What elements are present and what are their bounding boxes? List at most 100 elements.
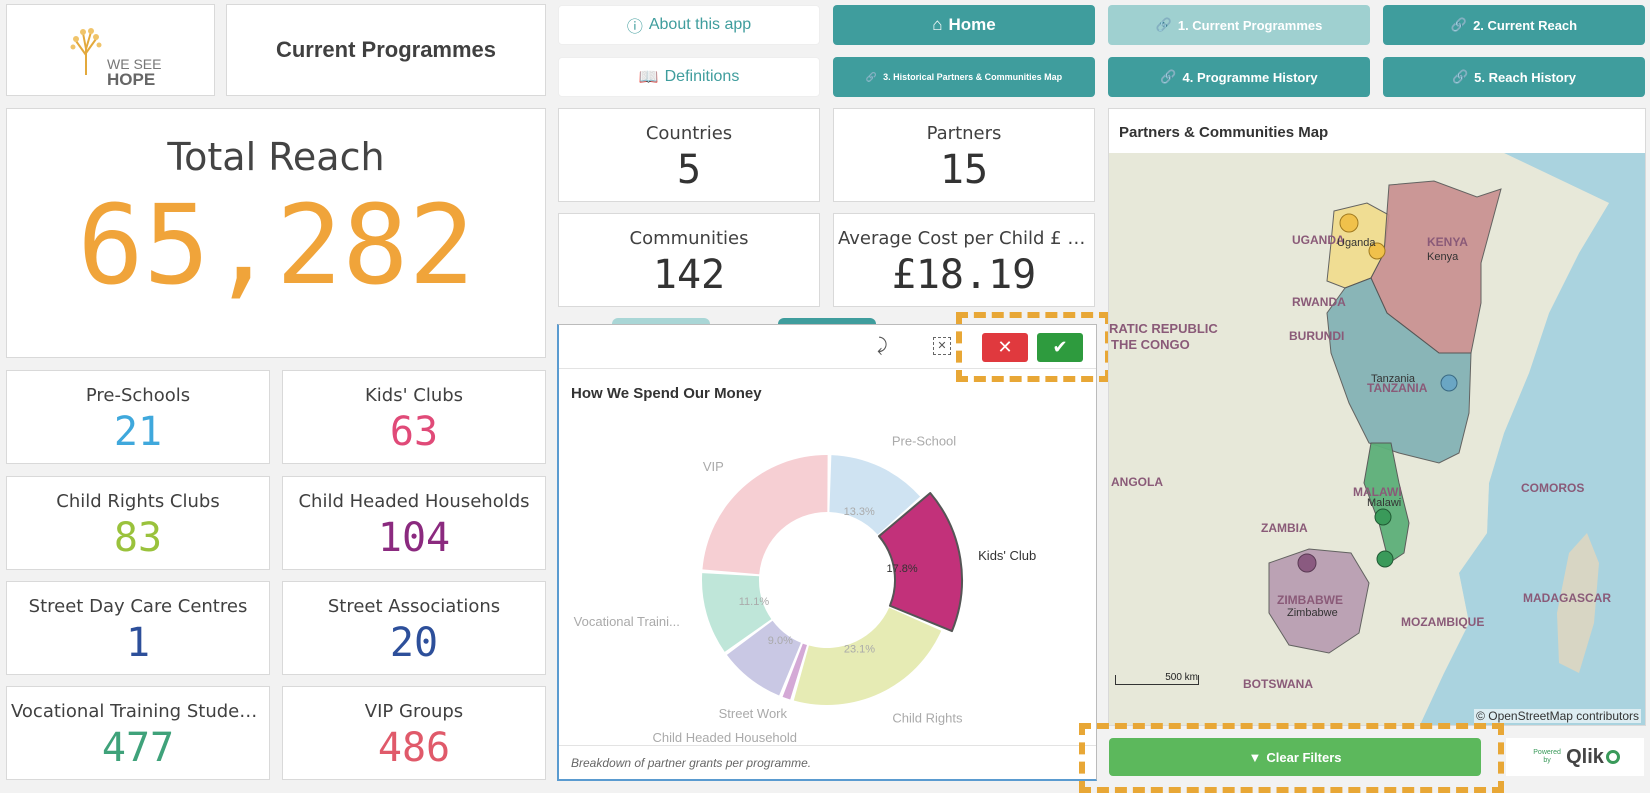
uganda-label: Uganda [1337, 237, 1376, 249]
tanzania-label: Tanzania [1371, 373, 1416, 385]
child-rights-clubs-kpi[interactable]: Child Rights Clubs 83 [6, 476, 270, 570]
uganda-upper-label: UGANDA [1292, 233, 1345, 247]
chart-panel[interactable]: ⤸ ✕ How We Spend Our Money 13.3% Pre-Scho… [557, 324, 1097, 781]
zimbabwe-upper-label: ZIMBABWE [1277, 593, 1343, 607]
pie-slice-child-headed-household[interactable] [782, 643, 807, 700]
clear-selection-icon[interactable]: ✕ [933, 337, 951, 355]
drc-label-line1: RATIC REPUBLIC [1109, 321, 1218, 336]
vocational-training-value: 477 [101, 725, 175, 771]
qlik-q-icon [1605, 750, 1620, 764]
vip-groups-label: VIP Groups [364, 701, 464, 722]
child-rights-clubs-value: 83 [113, 515, 163, 561]
zimbabwe-marker[interactable] [1297, 553, 1317, 573]
total-reach-card[interactable]: Total Reach 65,282 [6, 108, 546, 358]
comoros-label: COMOROS [1521, 481, 1585, 495]
pie-chart[interactable]: 13.3% Pre-School 17.8% Kids' Club 23.1% Child… [559, 405, 1095, 765]
map-card[interactable]: Partners & Communities Map UGANDA Uganda… [1108, 108, 1646, 726]
programme-history-button[interactable]: 🔗 4. Programme History [1108, 57, 1370, 97]
angola-label: ANGOLA [1111, 475, 1163, 489]
pie-pct-label: 23.1% [844, 644, 875, 656]
map-attribution-text[interactable]: © OpenStreetMap contributors [1476, 709, 1639, 723]
tanzania-upper-label: TANZANIA [1367, 381, 1428, 395]
tree-logo-icon [70, 28, 102, 75]
tanzania-shape [1326, 277, 1472, 464]
communities-kpi[interactable]: Communities 142 [558, 213, 820, 307]
current-programmes-label: 1. Current Programmes [1177, 17, 1323, 33]
child-headed-households-value: 104 [377, 515, 451, 561]
chart-title: How We Spend Our Money [571, 385, 762, 402]
pie-slice-street-work[interactable] [726, 620, 801, 696]
logo-text-line1: WE SEE [107, 56, 162, 72]
street-day-care-kpi[interactable]: Street Day Care Centres 1 [6, 581, 270, 675]
book-icon: 📖 [638, 69, 659, 86]
uganda-marker[interactable] [1339, 213, 1359, 233]
kids-clubs-label: Kids' Clubs [364, 385, 464, 406]
map-canvas[interactable]: UGANDA Uganda KENYA Kenya RWANDA BURUNDI… [1109, 153, 1645, 725]
page-title: Current Programmes [275, 37, 497, 62]
tanzania-marker[interactable] [1440, 374, 1458, 392]
zambia-label: ZAMBIA [1261, 521, 1308, 535]
malawi-label: Malawi [1367, 497, 1402, 509]
kids-clubs-kpi[interactable]: Kids' Clubs 63 [282, 370, 546, 464]
average-cost-label: Average Cost per Child £ (Kids... [838, 228, 1094, 249]
partners-kpi[interactable]: Partners 15 [833, 108, 1095, 202]
pre-schools-kpi[interactable]: Pre-Schools 21 [6, 370, 270, 464]
powered-by-qlik[interactable]: Powered by Qlik [1506, 738, 1644, 776]
street-associations-kpi[interactable]: Street Associations 20 [282, 581, 546, 675]
malawi-marker-2[interactable] [1376, 550, 1394, 568]
about-app-button[interactable]: ⓘ About this app [558, 5, 820, 45]
countries-label: Countries [645, 123, 733, 144]
total-reach-label: Total Reach [167, 135, 385, 179]
reach-history-button[interactable]: 🔗 5. Reach History [1383, 57, 1645, 97]
pie-name-label: Kids' Club [978, 548, 1036, 563]
filter-clear-icon: ▼ [1248, 749, 1262, 765]
child-headed-households-label: Child Headed Households [298, 491, 530, 512]
vocational-training-kpi[interactable]: Vocational Training Students 477 [6, 686, 270, 780]
current-reach-button[interactable]: 🔗 2. Current Reach [1383, 5, 1645, 45]
child-rights-clubs-label: Child Rights Clubs [56, 491, 220, 512]
kenya-upper-label: KENYA [1427, 235, 1468, 249]
pie-slice-vip[interactable] [702, 455, 828, 575]
kenya-label: Kenya [1427, 251, 1459, 263]
definitions-button[interactable]: 📖 Definitions [558, 57, 820, 97]
logo-card: WE SEE HOPE [6, 4, 215, 96]
average-cost-kpi[interactable]: Average Cost per Child £ (Kids... £18.19 [833, 213, 1095, 307]
link-icon: 🔗 [1155, 17, 1172, 32]
malawi-marker[interactable] [1374, 508, 1392, 526]
pie-pct-label: 17.8% [886, 563, 917, 575]
home-button[interactable]: ⌂ Home [833, 5, 1095, 45]
close-icon: ✕ [997, 337, 1013, 357]
lasso-icon[interactable]: ⤸ [877, 335, 888, 355]
pie-slice-vocational-traini-[interactable] [702, 573, 772, 652]
map-attribution[interactable]: © OpenStreetMap contributors [1474, 709, 1641, 723]
countries-kpi[interactable]: Countries 5 [558, 108, 820, 202]
kids-clubs-value: 63 [389, 409, 439, 455]
pie-name-label: Child Headed Household [652, 730, 797, 745]
child-headed-households-kpi[interactable]: Child Headed Households 104 [282, 476, 546, 570]
pie-pct-label: 9.0% [768, 635, 793, 647]
highlight-selection-buttons [956, 312, 1111, 382]
uganda-marker-2[interactable] [1368, 242, 1386, 260]
about-app-label: About this app [648, 16, 752, 33]
current-programmes-button[interactable]: 🔗 1. Current Programmes [1108, 5, 1370, 45]
historical-map-button[interactable]: 🔗 3. Historical Partners & Communities Ma… [833, 57, 1095, 97]
confirm-selection-button[interactable]: ✔ [1037, 333, 1083, 362]
historical-map-label: 3. Historical Partners & Communities Map [883, 72, 1063, 82]
pie-slice-child-rights[interactable] [793, 607, 942, 705]
check-icon: ✔ [1052, 337, 1068, 357]
vip-groups-value: 486 [377, 725, 451, 771]
clear-filters-button[interactable]: ▼ Clear Filters [1109, 738, 1481, 776]
madagascar-shape [1557, 533, 1599, 673]
pie-slice-kids-club[interactable] [878, 492, 963, 633]
map-scale: 500 km [1115, 673, 1199, 685]
madagascar-label: MADAGASCAR [1523, 591, 1611, 605]
vip-groups-kpi[interactable]: VIP Groups 486 [282, 686, 546, 780]
malawi-shape [1363, 442, 1410, 564]
average-cost-value: £18.19 [891, 252, 1037, 298]
cancel-selection-button[interactable]: ✕ [982, 333, 1028, 362]
pie-slice-pre-school[interactable] [829, 455, 921, 535]
pie-name-label: Vocational Traini... [574, 614, 680, 629]
home-icon: ⌂ [932, 15, 943, 34]
pre-schools-label: Pre-Schools [85, 385, 191, 406]
burundi-label: BURUNDI [1289, 329, 1345, 343]
